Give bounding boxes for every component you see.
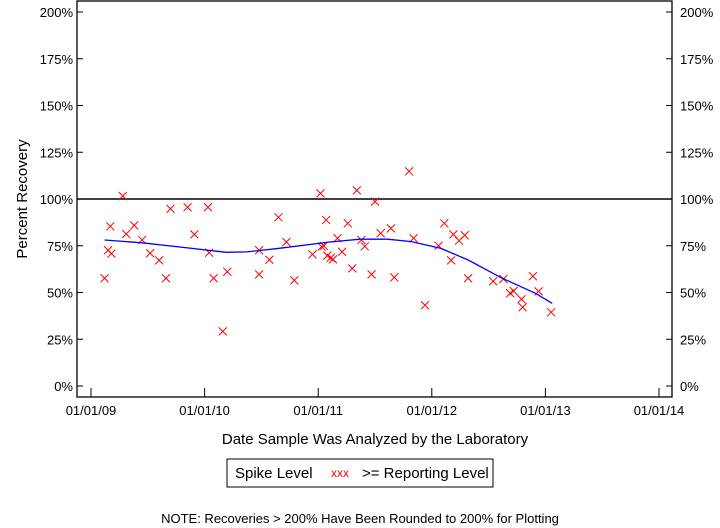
data-point-x-marker: [460, 230, 470, 240]
y-tick-label-left: 75%: [47, 239, 73, 254]
data-point-x-marker: [209, 273, 219, 283]
data-point-x-marker: [264, 255, 274, 265]
data-point-x-marker: [190, 229, 199, 239]
x-tick-label: 01/01/09: [66, 403, 117, 418]
y-tick-label-left: 0%: [54, 379, 73, 394]
y-tick-label-left: 125%: [40, 145, 74, 160]
data-point-x-marker: [203, 202, 213, 212]
data-point-x-marker: [289, 275, 299, 285]
data-point-x-marker: [328, 255, 338, 264]
y-tick-label-left: 150%: [40, 99, 74, 114]
data-point-x-marker: [367, 270, 376, 279]
data-point-x-marker: [308, 249, 317, 259]
y-axis-title: Percent Recovery: [14, 139, 31, 259]
y-tick-label-left: 100%: [40, 192, 74, 207]
y-tick-label-right: 200%: [680, 5, 714, 20]
legend-label-spike-level: Spike Level: [235, 465, 313, 482]
data-point-x-marker: [282, 237, 291, 247]
data-point-x-marker: [509, 286, 518, 296]
x-tick-label: 01/01/13: [520, 403, 571, 418]
x-tick-label: 01/01/12: [406, 403, 457, 418]
y-tick-label-right: 100%: [680, 192, 714, 207]
data-point-x-marker: [517, 294, 526, 304]
data-point-x-marker: [343, 218, 353, 228]
y-tick-label-left: 50%: [47, 286, 73, 301]
data-point-x-marker: [100, 273, 109, 283]
data-point-x-marker: [222, 267, 232, 277]
legend-label-reporting-level: >= Reporting Level: [362, 465, 489, 482]
data-point-x-marker: [446, 255, 456, 265]
data-point-x-marker: [218, 327, 228, 336]
y-tick-label-right: 150%: [680, 99, 714, 114]
y-tick-label-right: 125%: [680, 145, 714, 160]
data-point-x-marker: [161, 273, 171, 283]
data-point-x-marker: [118, 191, 128, 201]
x-tick-label: 01/01/10: [179, 403, 230, 418]
data-point-x-marker: [376, 228, 386, 238]
data-point-x-marker: [420, 300, 430, 310]
data-point-x-marker: [439, 218, 449, 228]
x-tick-label: 01/01/14: [634, 403, 685, 418]
data-point-x-marker: [129, 221, 139, 230]
data-point-x-marker: [337, 247, 347, 257]
y-tick-label-right: 25%: [680, 332, 706, 347]
footnote: NOTE: Recoveries > 200% Have Been Rounde…: [161, 511, 559, 526]
data-point-x-marker: [360, 241, 370, 251]
data-point-x-marker: [386, 224, 396, 233]
data-point-x-marker: [463, 273, 473, 283]
data-point-x-marker: [357, 235, 366, 245]
data-point-x-marker: [254, 270, 264, 279]
x-axis-title: Date Sample Was Analyzed by the Laborato…: [222, 431, 529, 448]
x-axis-ticks: 01/01/09 01/01/10 01/01/11 01/01/12 01/01/13…: [66, 388, 685, 418]
data-point-x-marker: [105, 221, 115, 231]
data-point-x-marker: [370, 197, 380, 206]
data-point-x-marker: [321, 215, 331, 225]
spike-level-line: [104, 238, 553, 304]
data-point-x-marker: [352, 186, 362, 195]
y-tick-label-left: 175%: [40, 52, 74, 67]
y-tick-label-left: 25%: [47, 332, 73, 347]
data-point-x-marker: [317, 242, 326, 252]
data-point-x-marker: [316, 189, 325, 198]
data-point-x-marker: [389, 272, 399, 282]
data-point-x-marker: [518, 302, 528, 312]
data-point-x-marker: [528, 271, 538, 281]
data-point-x-marker: [274, 212, 283, 222]
data-point-x-marker: [488, 276, 498, 286]
data-point-x-marker: [546, 307, 556, 317]
legend-box: [226, 458, 494, 488]
y-tick-label-right: 0%: [680, 379, 699, 394]
legend-symbol-reporting: xxx: [331, 466, 349, 480]
y-tick-label-right: 75%: [680, 239, 706, 254]
data-point-x-marker: [107, 249, 116, 258]
data-point-x-marker: [154, 255, 164, 265]
data-point-x-marker: [183, 202, 192, 212]
legend: Spike Level xxx >= Reporting Level: [226, 458, 494, 488]
data-point-x-marker: [145, 248, 155, 258]
y-tick-label-right: 175%: [680, 52, 714, 67]
y-tick-label-left: 200%: [40, 5, 74, 20]
data-point-x-marker: [121, 229, 131, 239]
y-axis-ticks: 0% 0% 25% 25% 50% 50% 75% 75% 100% 100% 125% 125% 15…: [40, 5, 714, 394]
data-points: [100, 166, 556, 336]
data-point-x-marker: [404, 166, 414, 176]
data-point-x-marker: [347, 264, 357, 273]
y-tick-label-right: 50%: [680, 286, 706, 301]
data-point-x-marker: [166, 204, 175, 214]
x-tick-label: 01/01/11: [293, 403, 343, 418]
